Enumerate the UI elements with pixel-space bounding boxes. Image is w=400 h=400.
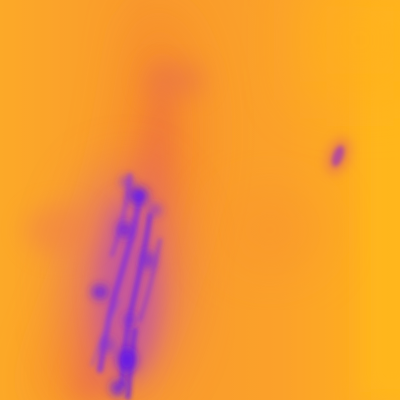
- top-right-glow: [300, 0, 400, 100]
- purple-blobs: [92, 177, 161, 396]
- faint-patch-right: [220, 190, 320, 270]
- isolated-spot-halo: [324, 136, 352, 176]
- upper-wisp: [145, 62, 205, 98]
- plume-core: [70, 60, 174, 400]
- faint-patch-left: [25, 205, 95, 255]
